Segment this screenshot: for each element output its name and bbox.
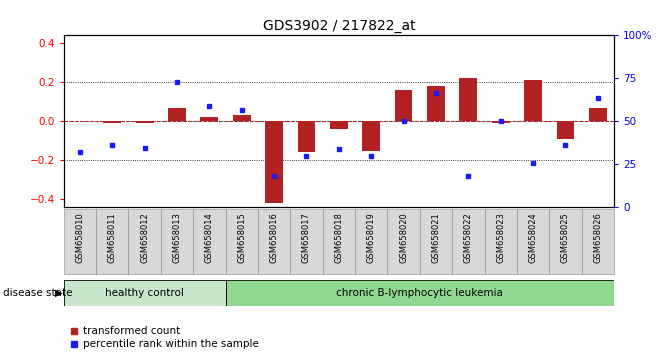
Text: GSM658011: GSM658011	[108, 212, 117, 263]
Text: GSM658019: GSM658019	[367, 212, 376, 263]
Bar	[362, 121, 380, 150]
Text: GSM658013: GSM658013	[172, 212, 182, 263]
Bar	[550, 209, 582, 274]
Text: GSM658020: GSM658020	[399, 212, 408, 263]
Bar	[64, 209, 96, 274]
Bar	[64, 280, 225, 306]
Text: GSM658016: GSM658016	[270, 212, 278, 263]
Legend: transformed count, percentile rank within the sample: transformed count, percentile rank withi…	[66, 322, 263, 354]
Bar	[460, 78, 477, 121]
Title: GDS3902 / 217822_at: GDS3902 / 217822_at	[262, 19, 415, 33]
Bar	[103, 121, 121, 123]
Bar	[355, 209, 387, 274]
Bar	[492, 121, 509, 123]
Bar	[201, 117, 218, 121]
Bar	[225, 280, 614, 306]
Text: GSM658015: GSM658015	[238, 212, 246, 263]
Bar	[258, 209, 291, 274]
Text: chronic B-lymphocytic leukemia: chronic B-lymphocytic leukemia	[336, 288, 503, 298]
Bar	[168, 108, 186, 121]
Bar	[225, 209, 258, 274]
Bar	[517, 209, 550, 274]
Bar	[524, 80, 542, 121]
Text: GSM658023: GSM658023	[496, 212, 505, 263]
Bar	[484, 209, 517, 274]
Text: healthy control: healthy control	[105, 288, 184, 298]
Text: GSM658025: GSM658025	[561, 212, 570, 263]
Bar	[387, 209, 420, 274]
Bar	[452, 209, 484, 274]
Text: GSM658014: GSM658014	[205, 212, 214, 263]
Text: disease state: disease state	[3, 288, 73, 298]
Text: GSM658010: GSM658010	[75, 212, 85, 263]
Bar	[395, 90, 413, 121]
Bar	[323, 209, 355, 274]
Text: ▶: ▶	[55, 288, 62, 298]
Bar	[265, 121, 283, 203]
Text: GSM658021: GSM658021	[431, 212, 440, 263]
Text: GSM658012: GSM658012	[140, 212, 149, 263]
Text: GSM658026: GSM658026	[593, 212, 603, 263]
Text: GSM658018: GSM658018	[334, 212, 344, 263]
Bar	[298, 121, 315, 153]
Bar	[427, 86, 445, 121]
Bar	[136, 121, 154, 123]
Bar	[330, 121, 348, 129]
Bar	[128, 209, 161, 274]
Bar	[582, 209, 614, 274]
Bar	[589, 108, 607, 121]
Bar	[233, 115, 251, 121]
Text: GSM658024: GSM658024	[529, 212, 537, 263]
Bar	[96, 209, 128, 274]
Text: GSM658022: GSM658022	[464, 212, 473, 263]
Bar	[193, 209, 225, 274]
Bar	[291, 209, 323, 274]
Bar	[420, 209, 452, 274]
Bar	[556, 121, 574, 139]
Bar	[161, 209, 193, 274]
Text: GSM658017: GSM658017	[302, 212, 311, 263]
